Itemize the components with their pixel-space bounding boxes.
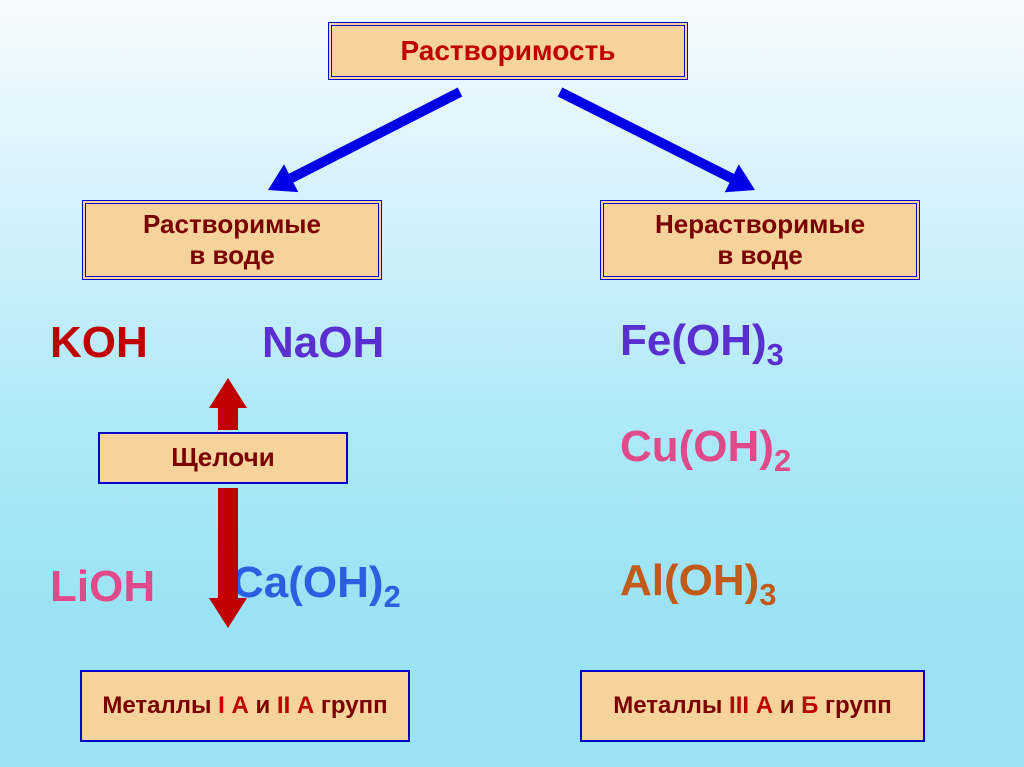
soluble-line1: Растворимые [143,209,321,240]
soluble-box: Растворимые в воде [82,200,382,280]
metals-right-box: Металлы III А и Б групп [580,670,925,742]
formula-cuoh: Cu(OH)2 [620,422,791,479]
formula-caoh: Ca(OH)2 [232,558,401,615]
alkali-text: Щелочи [171,442,274,473]
insoluble-box: Нерастворимые в воде [600,200,920,280]
metals-left-text: Металлы I А и II А групп [102,692,387,721]
formula-aloh: Al(OH)3 [620,556,776,613]
formula-feoh: Fe(OH)3 [620,316,784,373]
metals-left-box: Металлы I А и II А групп [80,670,410,742]
formula-koh: KOH [50,318,148,368]
arrow-red-down [0,0,1024,767]
arrow-top-right [0,0,1024,767]
metals-right-text: Металлы III А и Б групп [613,692,892,721]
alkali-box: Щелочи [98,432,348,484]
arrow-red-up [0,0,1024,767]
insoluble-line1: Нерастворимые [655,209,865,240]
soluble-line2: в воде [189,240,274,271]
formula-lioh: LiOH [50,562,155,612]
insoluble-line2: в воде [717,240,802,271]
formula-naoh: NaOH [262,318,384,368]
arrow-top-left [0,0,1024,767]
title-box: Растворимость [328,22,688,80]
title-text: Растворимость [400,34,615,68]
